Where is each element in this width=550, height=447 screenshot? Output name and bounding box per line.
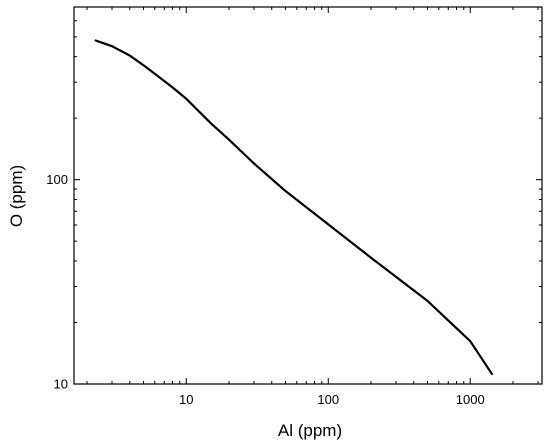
x-tick-label: 10 (179, 392, 193, 407)
x-axis-label: Al (ppm) (278, 421, 342, 440)
series-lines (94, 39, 493, 376)
x-tick-label: 100 (317, 392, 339, 407)
y-axis-label: O (ppm) (7, 165, 26, 227)
y-tick-label: 10 (54, 377, 68, 392)
plot-frame (73, 6, 543, 385)
x-ticks: 10 100 1000 (86, 7, 539, 407)
x-tick-label: 1000 (456, 392, 485, 407)
series-line-0 (94, 39, 493, 376)
y-ticks: 10 100 (46, 6, 542, 392)
y-tick-label: 100 (46, 172, 68, 187)
